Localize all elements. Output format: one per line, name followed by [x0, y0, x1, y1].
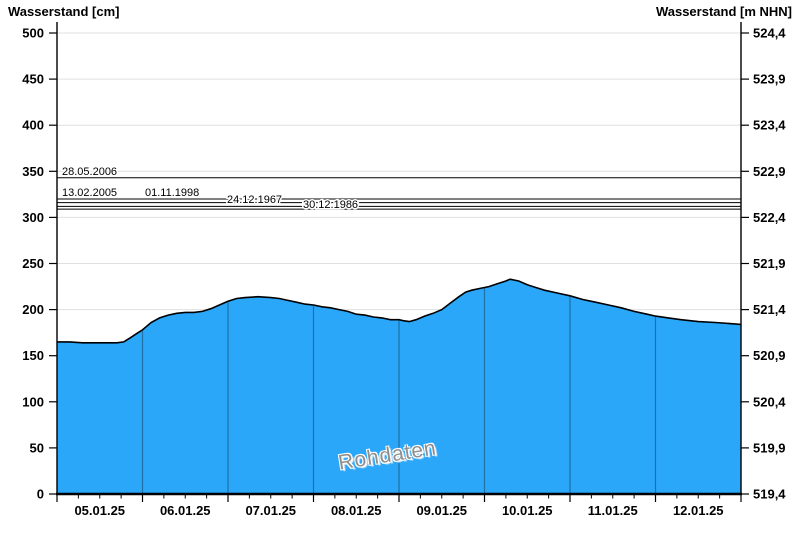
y-left-tick-label: 450 [22, 72, 44, 87]
reference-line-label: 13.02.2005 [62, 187, 117, 199]
y-left-tick-label: 300 [22, 210, 44, 225]
y-left-tick-label: 250 [22, 256, 44, 271]
y-left-tick-label: 150 [22, 348, 44, 363]
y-right-tick-label: 520,9 [753, 348, 786, 363]
x-date-label: 12.01.25 [673, 503, 724, 518]
y-right-tick-label: 523,9 [753, 72, 786, 87]
y-right-tick-label: 522,4 [753, 210, 786, 225]
x-date-label: 10.01.25 [502, 503, 553, 518]
water-level-curve [57, 278, 742, 344]
y-left-tick-label: 100 [22, 394, 44, 409]
y-right-tick-label: 519,4 [753, 487, 786, 502]
y-left-tick-label: 50 [30, 440, 44, 455]
y-left-tick-label: 350 [22, 164, 44, 179]
x-date-label: 08.01.25 [331, 503, 382, 518]
y-right-tick-label: 523,4 [753, 118, 786, 133]
x-date-label: 11.01.25 [588, 503, 638, 518]
reference-line-label: 30.12.1986 [303, 199, 358, 211]
y-left-tick-label: 500 [22, 26, 44, 41]
x-date-label: 05.01.25 [74, 503, 125, 518]
x-date-label: 09.01.25 [416, 503, 467, 518]
x-date-label: 06.01.25 [160, 503, 211, 518]
y-right-tick-label: 520,4 [753, 394, 786, 409]
x-date-label: 07.01.25 [245, 503, 296, 518]
y-right-tick-label: 521,4 [753, 302, 786, 317]
left-axis-title: Wasserstand [cm] [8, 4, 120, 19]
reference-line-label: 28.05.2006 [62, 166, 117, 178]
right-axis-title: Wasserstand [m NHN] [655, 4, 792, 19]
y-right-tick-label: 522,9 [753, 164, 786, 179]
y-left-tick-label: 400 [22, 118, 44, 133]
y-right-tick-label: 519,9 [753, 440, 786, 455]
y-right-tick-label: 524,4 [753, 26, 786, 41]
y-left-tick-label: 0 [37, 487, 44, 502]
reference-line-label: 01.11.1998 [145, 187, 199, 199]
y-right-tick-label: 521,9 [753, 256, 786, 271]
reference-line-label: 24.12.1967 [227, 194, 282, 206]
y-left-tick-label: 200 [22, 302, 44, 317]
